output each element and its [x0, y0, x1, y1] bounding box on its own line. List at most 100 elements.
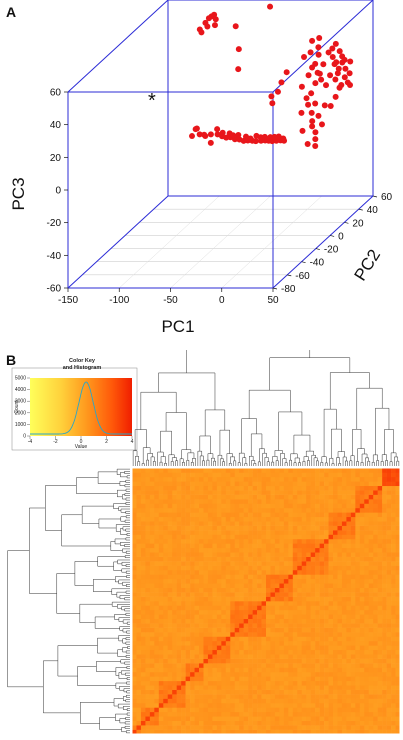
heatmap-cell: [145, 565, 151, 571]
heatmap-cell: [377, 503, 383, 509]
heatmap-cell: [225, 623, 231, 628]
heatmap-cell: [297, 525, 303, 531]
heatmap-cell: [373, 569, 378, 575]
heatmap-cell: [225, 720, 231, 726]
heatmap-cell: [350, 654, 356, 659]
heatmap-cell: [212, 521, 218, 526]
dendrogram-branch: [126, 708, 130, 711]
dendrogram-branch: [380, 461, 384, 466]
heatmap-cell: [199, 609, 204, 615]
heatmap-cell: [261, 698, 267, 704]
heatmap-cell: [221, 640, 227, 646]
heatmap-cell: [386, 689, 392, 695]
heatmap-cell: [216, 552, 222, 557]
heatmap-cell: [395, 676, 401, 682]
heatmap-cell: [149, 556, 155, 562]
heatmap-cell: [310, 534, 316, 540]
heatmap-cell: [167, 702, 173, 708]
heatmap-cell: [163, 574, 169, 580]
heatmap-cell: [301, 671, 307, 677]
box-edge: [272, 0, 374, 93]
heatmap-cell: [328, 503, 334, 509]
heatmap-cell: [292, 685, 298, 690]
heatmap-cell: [395, 543, 401, 549]
heatmap-cell: [373, 623, 378, 628]
heatmap-cell: [243, 614, 249, 620]
heatmap-cell: [181, 720, 186, 726]
heatmap-cell: [359, 636, 365, 642]
heatmap-cell: [337, 605, 343, 611]
heatmap-cell: [239, 583, 244, 588]
heatmap-cell: [149, 552, 155, 557]
heatmap-cell: [270, 694, 276, 699]
heatmap-cell: [261, 543, 267, 549]
heatmap-cell: [261, 667, 267, 673]
heatmap-cell: [252, 472, 258, 478]
pca-point: [307, 49, 314, 56]
heatmap-cell: [239, 578, 244, 584]
heatmap-cell: [386, 530, 392, 535]
heatmap-cell: [328, 507, 334, 513]
heatmap-cell: [248, 623, 253, 628]
heatmap-cell: [346, 601, 352, 606]
heatmap-cell: [207, 623, 213, 628]
heatmap-cell: [328, 676, 334, 682]
heatmap-cell: [386, 711, 392, 717]
heatmap-cell: [324, 671, 329, 677]
heatmap-cell: [190, 521, 195, 526]
dendrogram-branch: [323, 408, 337, 457]
heatmap-cell: [310, 618, 316, 624]
heatmap-cell: [221, 485, 227, 491]
heatmap-cell: [274, 556, 280, 562]
heatmap-cell: [324, 574, 329, 580]
heatmap-cell: [319, 711, 325, 717]
heatmap-cell: [297, 689, 303, 695]
heatmap-cell: [239, 632, 244, 637]
heatmap-cell: [333, 538, 338, 544]
heatmap-cell: [203, 499, 209, 504]
heatmap-cell: [395, 561, 401, 566]
heatmap-cell: [301, 561, 307, 566]
heatmap-cell: [158, 472, 164, 478]
heatmap-cell: [243, 636, 249, 642]
heatmap-cell: [172, 476, 177, 482]
heatmap-cell: [355, 654, 361, 659]
heatmap-cell: [158, 667, 164, 673]
heatmap-cell: [283, 698, 289, 704]
heatmap-cell: [149, 685, 155, 690]
heatmap-cell: [288, 720, 294, 726]
heatmap-cell: [297, 574, 303, 580]
heatmap-cell: [364, 702, 370, 708]
box-edge: [67, 0, 169, 93]
heatmap-cell: [194, 685, 200, 690]
heatmap-cell: [319, 685, 325, 690]
dendrogram-branch: [94, 616, 120, 629]
heatmap-cell: [274, 689, 280, 695]
heatmap-cell: [319, 578, 325, 584]
heatmap-cell: [337, 476, 343, 482]
pc2-tick: [358, 208, 363, 211]
heatmap-cell: [328, 663, 334, 668]
heatmap-cell: [136, 667, 142, 673]
floor-grid-line: [119, 195, 220, 289]
heatmap-cell: [319, 561, 325, 566]
heatmap-cell: [225, 614, 231, 620]
heatmap-cell: [225, 596, 231, 602]
heatmap-cell: [395, 663, 401, 668]
heatmap-cell: [167, 543, 173, 549]
heatmap-cell: [333, 569, 338, 575]
dendrogram-branch: [79, 603, 113, 623]
heatmap-cell: [373, 720, 378, 726]
heatmap-cell: [225, 543, 231, 549]
heatmap-cell: [283, 476, 289, 482]
heatmap-cell: [279, 636, 285, 642]
heatmap-cell: [194, 667, 200, 673]
dendrogram-branch: [168, 454, 175, 466]
heatmap-cell: [395, 565, 401, 571]
heatmap-cell: [163, 645, 169, 651]
heatmap-cell: [221, 534, 227, 540]
key-x-tick-label: -2: [53, 439, 58, 445]
heatmap-cell: [395, 468, 401, 473]
heatmap-cell: [149, 649, 155, 655]
dendrogram-branch: [361, 453, 368, 463]
